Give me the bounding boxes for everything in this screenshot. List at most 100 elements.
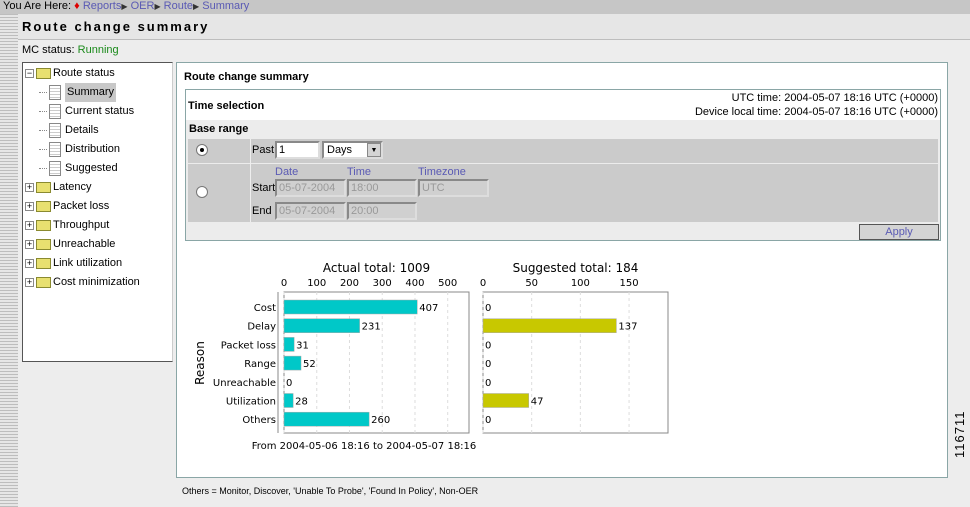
end-date-input[interactable] — [275, 202, 346, 220]
time-selection-box: Time selection UTC time: 2004-05-07 18:1… — [185, 89, 941, 241]
tree-item-current-status[interactable]: Current status — [39, 102, 134, 121]
tick-label: 0 — [480, 278, 486, 289]
expand-icon[interactable]: + — [25, 258, 34, 268]
tree-item-unreachable[interactable]: + Unreachable — [25, 235, 115, 254]
bar — [283, 337, 295, 352]
bar — [283, 318, 360, 333]
folder-icon — [36, 239, 51, 250]
breadcrumb-reports[interactable]: Reports — [82, 0, 122, 12]
device-local-time: Device local time: 2004-05-07 18:16 UTC … — [694, 106, 938, 118]
tick-label: 100 — [571, 278, 590, 289]
bar — [283, 393, 294, 408]
tick-label: 500 — [438, 278, 457, 289]
expand-icon[interactable]: + — [25, 239, 34, 249]
tree-label: Current status — [65, 105, 135, 117]
data-label: 0 — [485, 303, 491, 314]
plot-area — [482, 291, 669, 434]
folder-icon — [36, 220, 51, 231]
data-label: 52 — [303, 359, 316, 370]
bar — [283, 355, 302, 371]
tree-item-details[interactable]: Details — [39, 121, 99, 140]
data-label: 0 — [485, 359, 491, 370]
folder-open-icon — [36, 68, 51, 79]
panel-title: Route change summary — [184, 71, 309, 83]
tree-item-latency[interactable]: + Latency — [25, 178, 92, 197]
tree-label: Packet loss — [53, 200, 110, 212]
data-label: 137 — [618, 322, 637, 333]
bar — [283, 411, 370, 427]
data-label: 31 — [296, 340, 309, 351]
tree-item-suggested[interactable]: Suggested — [39, 159, 118, 178]
data-label: 407 — [419, 303, 438, 314]
bar — [482, 318, 617, 333]
start-time-input[interactable] — [347, 179, 417, 197]
folder-icon — [36, 182, 51, 193]
tree-label: Route status — [53, 67, 115, 79]
category-label: Utilization — [226, 397, 276, 408]
document-icon — [49, 142, 61, 157]
breadcrumb-route[interactable]: Route — [163, 0, 194, 12]
chevron-down-icon[interactable]: ▼ — [367, 143, 381, 157]
start-timezone-input[interactable] — [418, 179, 489, 197]
diamond-icon: ♦ — [74, 0, 80, 12]
past-unit-value: Days — [327, 144, 353, 156]
mc-status: MC status: Running — [22, 44, 119, 56]
past-value-input[interactable] — [275, 141, 320, 159]
tree-label: Summary — [65, 83, 117, 102]
tree-label: Cost minimization — [53, 276, 140, 288]
others-footnote: Others = Monitor, Discover, 'Unable To P… — [182, 486, 479, 496]
tick-label: 300 — [373, 278, 392, 289]
document-icon — [49, 85, 61, 100]
tree-item-cost-minimization[interactable]: + Cost minimization — [25, 273, 140, 292]
past-unit-select[interactable]: Days ▼ — [322, 141, 383, 159]
expand-icon[interactable]: + — [25, 220, 34, 230]
past-label: Past — [252, 144, 275, 156]
timezone-column-header: Timezone — [418, 166, 466, 178]
tree-label: Throughput — [53, 219, 110, 231]
collapse-icon[interactable]: − — [25, 68, 34, 78]
chart-title: Suggested total: 184 — [513, 261, 639, 275]
tick-label: 200 — [340, 278, 359, 289]
tick-label: 50 — [525, 278, 538, 289]
expand-icon[interactable]: + — [25, 201, 34, 211]
utc-time: UTC time: 2004-05-07 18:16 UTC (+0000) — [731, 92, 938, 104]
apply-button[interactable]: Apply — [859, 224, 939, 240]
end-time-input[interactable] — [347, 202, 417, 220]
data-label: 0 — [485, 378, 491, 389]
expand-icon[interactable]: + — [25, 277, 34, 287]
y-axis-label: Reason — [193, 341, 207, 385]
category-label: Unreachable — [213, 378, 276, 389]
start-date-input[interactable] — [275, 179, 346, 197]
range-radio[interactable] — [196, 186, 208, 198]
breadcrumb-oer[interactable]: OER — [130, 0, 155, 12]
start-label: Start — [252, 182, 276, 194]
navigation-tree: − Route status Summary Current status Det… — [22, 62, 173, 362]
tree-item-distribution[interactable]: Distribution — [39, 140, 120, 159]
tick-label: 0 — [281, 278, 287, 289]
document-icon — [49, 123, 61, 138]
tree-item-summary[interactable]: Summary — [39, 83, 117, 102]
chart-title: Actual total: 1009 — [323, 261, 430, 275]
date-column-header: Date — [275, 166, 299, 178]
tree-item-link-utilization[interactable]: + Link utilization — [25, 254, 122, 273]
tree-item-route-status[interactable]: − Route status — [25, 64, 115, 83]
tree-label: Details — [65, 124, 99, 136]
tick-label: 100 — [307, 278, 326, 289]
tree-item-throughput[interactable]: + Throughput — [25, 216, 109, 235]
data-label: 0 — [485, 340, 491, 351]
tree-label: Latency — [53, 181, 92, 193]
breadcrumb-summary[interactable]: Summary — [202, 0, 250, 12]
tick-label: 400 — [405, 278, 424, 289]
tree-item-packet-loss[interactable]: + Packet loss — [25, 197, 109, 216]
tree-label: Unreachable — [53, 238, 116, 250]
plot-area — [283, 291, 470, 434]
side-strip — [0, 14, 18, 507]
expand-icon[interactable]: + — [25, 182, 34, 192]
category-label: Packet loss — [221, 340, 276, 351]
folder-icon — [36, 258, 51, 269]
data-label: 0 — [286, 378, 292, 389]
bar — [283, 299, 418, 315]
past-radio[interactable] — [196, 144, 208, 156]
data-label: 47 — [531, 397, 544, 408]
